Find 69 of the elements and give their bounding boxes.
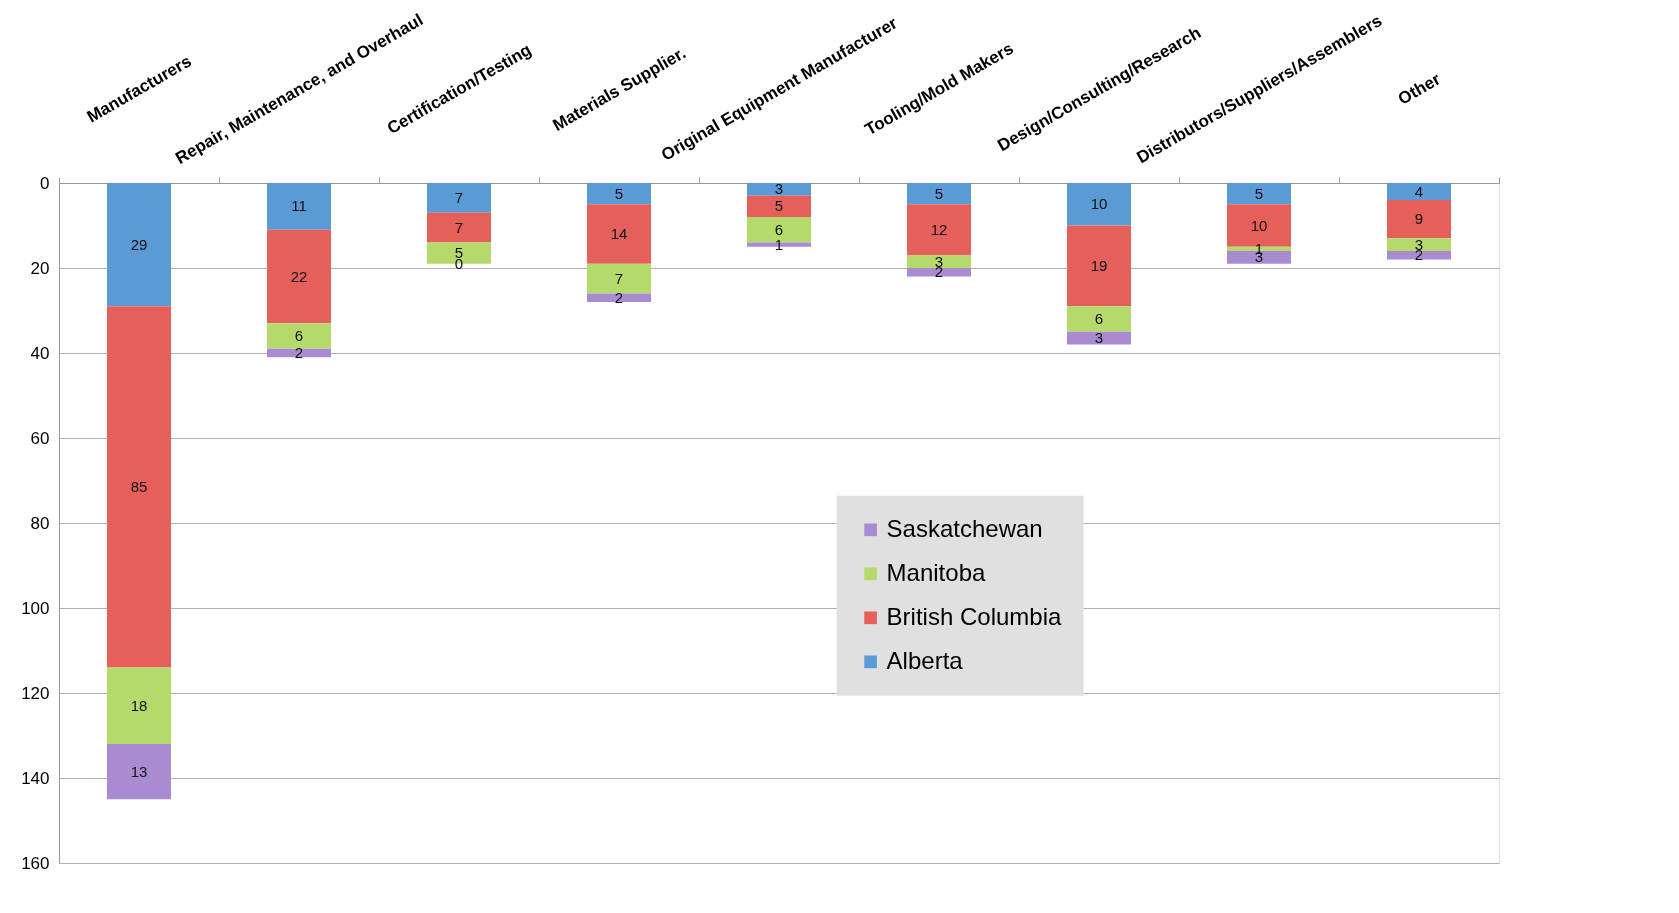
data-label: 5 <box>934 184 944 202</box>
bar <box>587 263 651 294</box>
bar <box>107 744 171 800</box>
data-label: 6 <box>774 220 784 238</box>
bar <box>907 255 971 268</box>
bar <box>907 183 971 205</box>
bar <box>1387 200 1451 239</box>
bar <box>907 204 971 256</box>
bar <box>1387 183 1451 200</box>
x-tick-label: Other <box>1394 69 1444 109</box>
data-label: 4 <box>1414 182 1424 200</box>
data-label: 5 <box>614 184 624 202</box>
legend-label: British Columbia <box>886 602 1062 630</box>
data-label: 14 <box>610 225 628 242</box>
data-label: 10 <box>1250 216 1268 234</box>
bar <box>1067 225 1131 307</box>
bar <box>907 268 971 277</box>
legend-label: Alberta <box>886 646 964 674</box>
data-label: 10 <box>1090 195 1108 213</box>
legend-label: Saskatchewan <box>886 514 1043 542</box>
bar <box>1067 306 1131 332</box>
y-tick-label: 160 <box>21 853 50 873</box>
data-label: 3 <box>1094 329 1104 347</box>
bar <box>1387 238 1451 251</box>
y-tick-label: 100 <box>21 598 50 618</box>
bar <box>267 183 331 230</box>
bar <box>267 323 331 349</box>
y-tick-label: 0 <box>40 173 50 193</box>
data-label: 12 <box>930 220 948 238</box>
bar <box>107 306 171 668</box>
bar <box>427 212 491 243</box>
legend-label: Manitoba <box>886 558 986 586</box>
data-label: 22 <box>290 267 308 285</box>
data-label: 2 <box>614 288 624 306</box>
data-label: 29 <box>130 235 148 253</box>
data-label: 5 <box>774 197 784 215</box>
y-tick-label: 140 <box>21 768 50 788</box>
bar <box>1067 183 1131 226</box>
bar <box>427 183 491 213</box>
y-tick-label: 60 <box>30 428 50 448</box>
bar <box>1387 251 1451 260</box>
bar <box>587 183 651 205</box>
bar <box>587 204 651 264</box>
data-label: 9 <box>1414 210 1424 228</box>
data-label: 7 <box>454 188 464 206</box>
data-label: 7 <box>614 269 624 287</box>
bar <box>1227 183 1291 205</box>
y-tick-label: 40 <box>30 343 50 363</box>
bar <box>267 229 331 324</box>
bar <box>107 183 171 307</box>
y-tick-label: 120 <box>21 683 50 703</box>
bar <box>747 183 811 196</box>
data-label: 2 <box>294 344 304 361</box>
data-label: 6 <box>294 327 304 344</box>
bar <box>747 195 811 217</box>
data-label: 13 <box>130 762 148 780</box>
bar <box>1067 331 1131 345</box>
data-label: 85 <box>130 477 148 495</box>
data-label: 11 <box>291 197 307 215</box>
y-tick-label: 20 <box>30 258 50 278</box>
bar <box>107 667 171 744</box>
data-label: 18 <box>130 696 148 714</box>
data-label: 5 <box>1254 184 1264 202</box>
data-label: 6 <box>1094 310 1104 327</box>
data-label: 7 <box>454 218 464 236</box>
data-label: 3 <box>774 180 784 198</box>
data-label: 19 <box>1090 256 1108 274</box>
data-label: 1 <box>774 235 784 253</box>
y-tick-label: 80 <box>30 513 50 533</box>
